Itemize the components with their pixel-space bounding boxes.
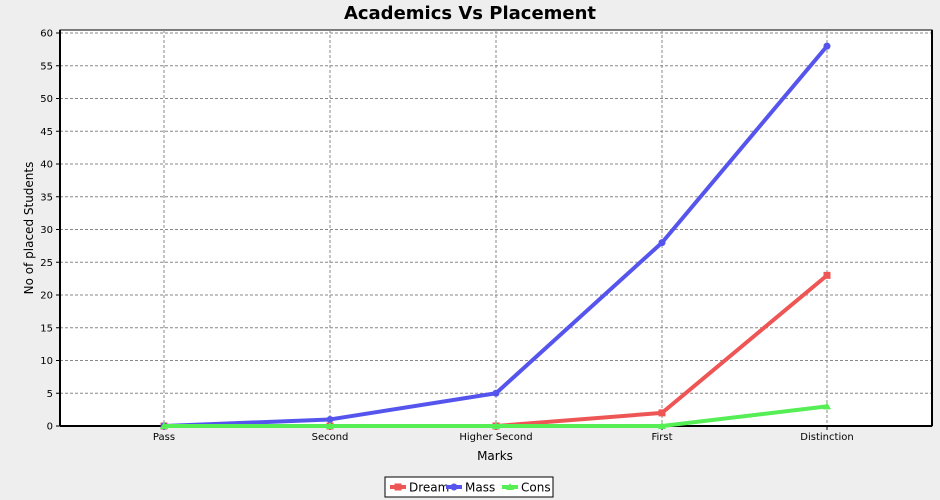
data-point-cons bbox=[492, 422, 500, 429]
x-tick-label: First bbox=[651, 432, 672, 443]
x-tick-label: Second bbox=[312, 432, 349, 443]
y-tick-label: 35 bbox=[40, 192, 53, 203]
legend-item-cons: Cons bbox=[502, 481, 551, 495]
data-point-dream bbox=[823, 271, 831, 279]
legend: Dream Mass Cons bbox=[384, 476, 554, 498]
data-point-cons bbox=[326, 422, 334, 429]
legend-label-mass: Mass bbox=[465, 481, 495, 495]
data-point-mass bbox=[658, 239, 666, 247]
y-tick-label: 45 bbox=[40, 127, 53, 138]
y-tick-label: 10 bbox=[40, 356, 53, 367]
data-point-cons bbox=[658, 422, 666, 429]
y-tick-label: 25 bbox=[40, 258, 53, 269]
y-tick-label: 20 bbox=[40, 291, 53, 302]
data-point-dream bbox=[658, 409, 666, 417]
chart-title: Academics Vs Placement bbox=[344, 3, 596, 24]
x-axis-label: Marks bbox=[477, 449, 513, 463]
data-point-cons bbox=[160, 422, 168, 429]
y-tick-label: 0 bbox=[47, 422, 53, 433]
series-cons bbox=[160, 402, 831, 429]
y-tick-label: 40 bbox=[40, 160, 53, 171]
y-axis-label: No of placed Students bbox=[22, 162, 36, 295]
legend-label-dream: Dream bbox=[409, 481, 449, 495]
data-point-mass bbox=[492, 389, 500, 397]
y-tick-label: 50 bbox=[40, 94, 53, 105]
data-point-cons bbox=[823, 402, 831, 410]
data-point-mass bbox=[823, 42, 831, 50]
legend-marker-dream bbox=[394, 483, 402, 491]
y-tick-label: 5 bbox=[47, 389, 53, 400]
y-tick-label: 55 bbox=[40, 61, 53, 72]
y-tick-label: 30 bbox=[40, 225, 53, 236]
x-tick-label: Distinction bbox=[800, 432, 853, 443]
legend-item-dream: Dream bbox=[390, 481, 449, 495]
x-tick-label: Pass bbox=[153, 432, 175, 443]
legend-marker-mass bbox=[450, 483, 458, 491]
legend-marker-cons bbox=[506, 483, 514, 490]
series-lines bbox=[160, 42, 831, 430]
y-tick-label: 60 bbox=[40, 29, 53, 40]
legend-box bbox=[384, 476, 554, 498]
data-point-mass bbox=[326, 415, 334, 423]
x-tick-label: Higher Second bbox=[459, 432, 532, 443]
grid-lines bbox=[60, 30, 932, 426]
y-tick-label: 15 bbox=[40, 323, 53, 334]
legend-label-cons: Cons bbox=[521, 481, 551, 495]
legend-item-mass: Mass bbox=[446, 481, 495, 495]
